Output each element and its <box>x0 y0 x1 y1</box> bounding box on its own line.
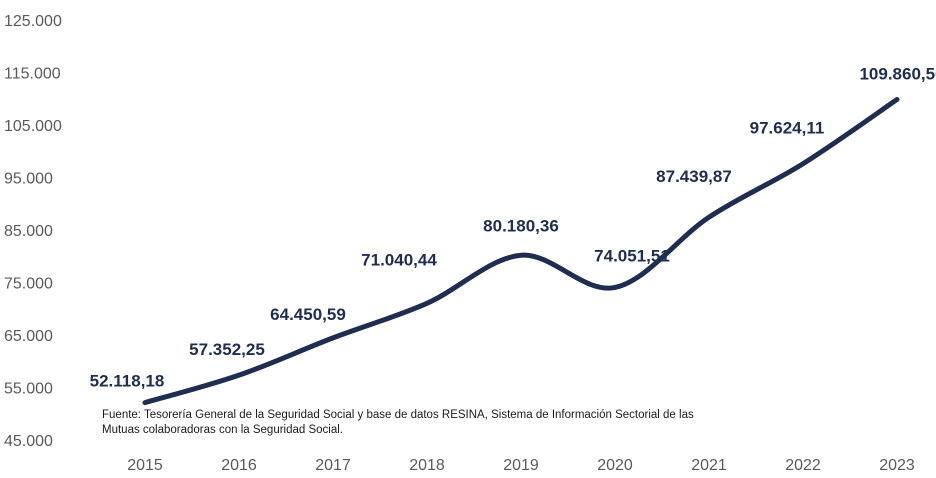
data-label: 109.860,56 <box>859 64 936 83</box>
y-tick-label: 55.000 <box>4 381 53 398</box>
y-tick-label: 85.000 <box>4 223 53 240</box>
source-line-1: Fuente: Tesorería General de la Segurida… <box>102 409 694 421</box>
data-label: 57.352,25 <box>189 340 265 359</box>
series-line <box>142 96 900 406</box>
x-axis-ticks: 2015 2016 2017 2018 2019 2020 2021 2022 2023 <box>127 457 915 474</box>
y-tick-label: 125.000 <box>4 13 62 30</box>
y-tick-label: 65.000 <box>4 328 53 345</box>
data-label: 87.439,87 <box>656 167 732 186</box>
data-label: 71.040,44 <box>361 250 437 269</box>
y-tick-label: 115.000 <box>4 66 61 83</box>
x-tick-label: 2021 <box>691 457 727 474</box>
x-tick-label: 2017 <box>315 457 351 474</box>
source-line-2: Mutuas colaboradoras con la Seguridad So… <box>102 424 343 436</box>
x-tick-label: 2015 <box>127 457 163 474</box>
y-tick-label: 95.000 <box>4 171 53 188</box>
y-axis-ticks: 45.000 55.000 65.000 75.000 85.000 95.000 105.… <box>4 13 62 450</box>
data-label: 80.180,36 <box>483 216 559 235</box>
data-label: 64.450,59 <box>270 305 346 324</box>
source-note: Fuente: Tesorería General de la Segurida… <box>102 409 694 436</box>
data-label: 52.118,18 <box>90 372 165 391</box>
x-tick-label: 2023 <box>879 457 915 474</box>
data-label: 97.624,11 <box>750 119 825 138</box>
x-tick-label: 2022 <box>785 457 821 474</box>
x-tick-label: 2016 <box>221 457 257 474</box>
data-label: 74.051,51 <box>594 246 670 265</box>
x-tick-label: 2020 <box>597 457 633 474</box>
y-tick-label: 45.000 <box>4 433 53 450</box>
x-tick-label: 2018 <box>409 457 445 474</box>
x-tick-label: 2019 <box>503 457 539 474</box>
y-tick-label: 75.000 <box>4 276 53 293</box>
y-tick-label: 105.000 <box>4 118 62 135</box>
data-labels: 52.118,18 57.352,25 64.450,59 71.040,44 80.1… <box>90 64 936 390</box>
